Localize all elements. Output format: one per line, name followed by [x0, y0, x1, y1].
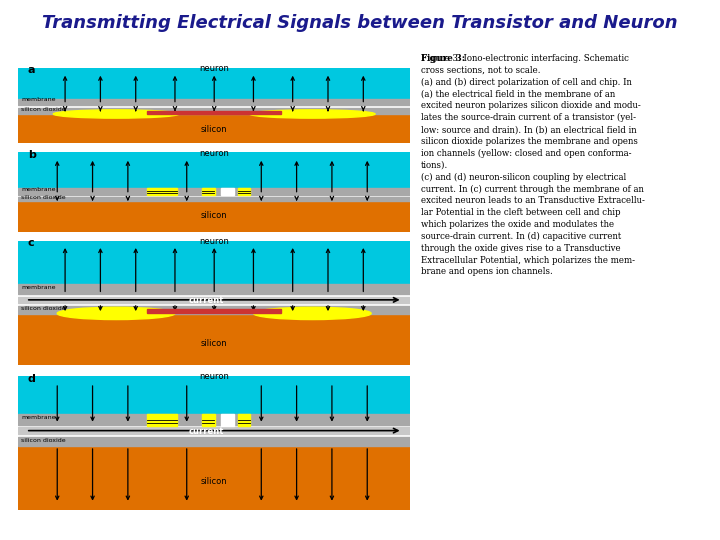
Bar	[18, 446, 410, 510]
Text: current: current	[189, 427, 224, 436]
Bar	[148, 414, 177, 426]
Text: c: c	[28, 238, 35, 248]
Text: Transmitting Electrical Signals between Transistor and Neuron: Transmitting Electrical Signals between …	[42, 14, 678, 31]
Text: membrane: membrane	[21, 187, 55, 192]
Bar	[18, 68, 410, 99]
Bar	[18, 306, 410, 314]
Bar	[18, 437, 410, 446]
Text: silicon dioxide: silicon dioxide	[21, 195, 66, 200]
Bar	[202, 188, 215, 195]
Text: neuron: neuron	[199, 237, 229, 246]
Text: membrane: membrane	[21, 97, 55, 103]
Ellipse shape	[253, 307, 372, 320]
Text: neuron: neuron	[199, 64, 229, 73]
Text: neuron: neuron	[199, 149, 229, 158]
Ellipse shape	[53, 110, 179, 118]
Text: membrane: membrane	[21, 285, 55, 290]
Bar	[18, 197, 410, 201]
Text: silicon dioxide: silicon dioxide	[21, 306, 66, 311]
Bar	[238, 414, 251, 426]
Text: silicon: silicon	[201, 211, 228, 220]
Ellipse shape	[58, 307, 175, 320]
Text: membrane: membrane	[21, 415, 55, 420]
Bar	[202, 414, 215, 426]
Bar	[18, 107, 410, 114]
Text: silicon: silicon	[201, 476, 228, 485]
Bar	[18, 152, 410, 188]
Bar	[148, 309, 281, 313]
Bar	[18, 285, 410, 294]
Bar	[238, 188, 251, 195]
Text: silicon: silicon	[201, 339, 228, 348]
Text: Figure 3:: Figure 3:	[421, 54, 465, 63]
Bar	[18, 99, 410, 105]
Text: neuron: neuron	[199, 372, 229, 381]
Bar	[221, 414, 234, 426]
Bar	[18, 188, 410, 194]
Bar	[18, 414, 410, 424]
Bar	[18, 114, 410, 143]
Bar	[18, 241, 410, 285]
Bar	[148, 111, 281, 113]
Text: a: a	[28, 65, 35, 75]
Bar	[18, 314, 410, 364]
Bar	[221, 188, 234, 195]
Bar	[18, 201, 410, 232]
Text: silicon dioxide: silicon dioxide	[21, 438, 66, 443]
Text: d: d	[28, 374, 36, 384]
Text: silicon: silicon	[201, 125, 228, 134]
Text: b: b	[28, 150, 36, 160]
Bar	[18, 427, 410, 434]
Bar	[18, 297, 410, 303]
Bar	[18, 376, 410, 414]
Bar	[148, 188, 177, 195]
Text: current: current	[189, 296, 224, 305]
Ellipse shape	[250, 110, 375, 118]
Text: silicon dioxide: silicon dioxide	[21, 107, 66, 112]
Text: Figure 3: Iono-electronic interfacing. Schematic
cross sections, not to scale.
(: Figure 3: Iono-electronic interfacing. S…	[421, 54, 645, 276]
